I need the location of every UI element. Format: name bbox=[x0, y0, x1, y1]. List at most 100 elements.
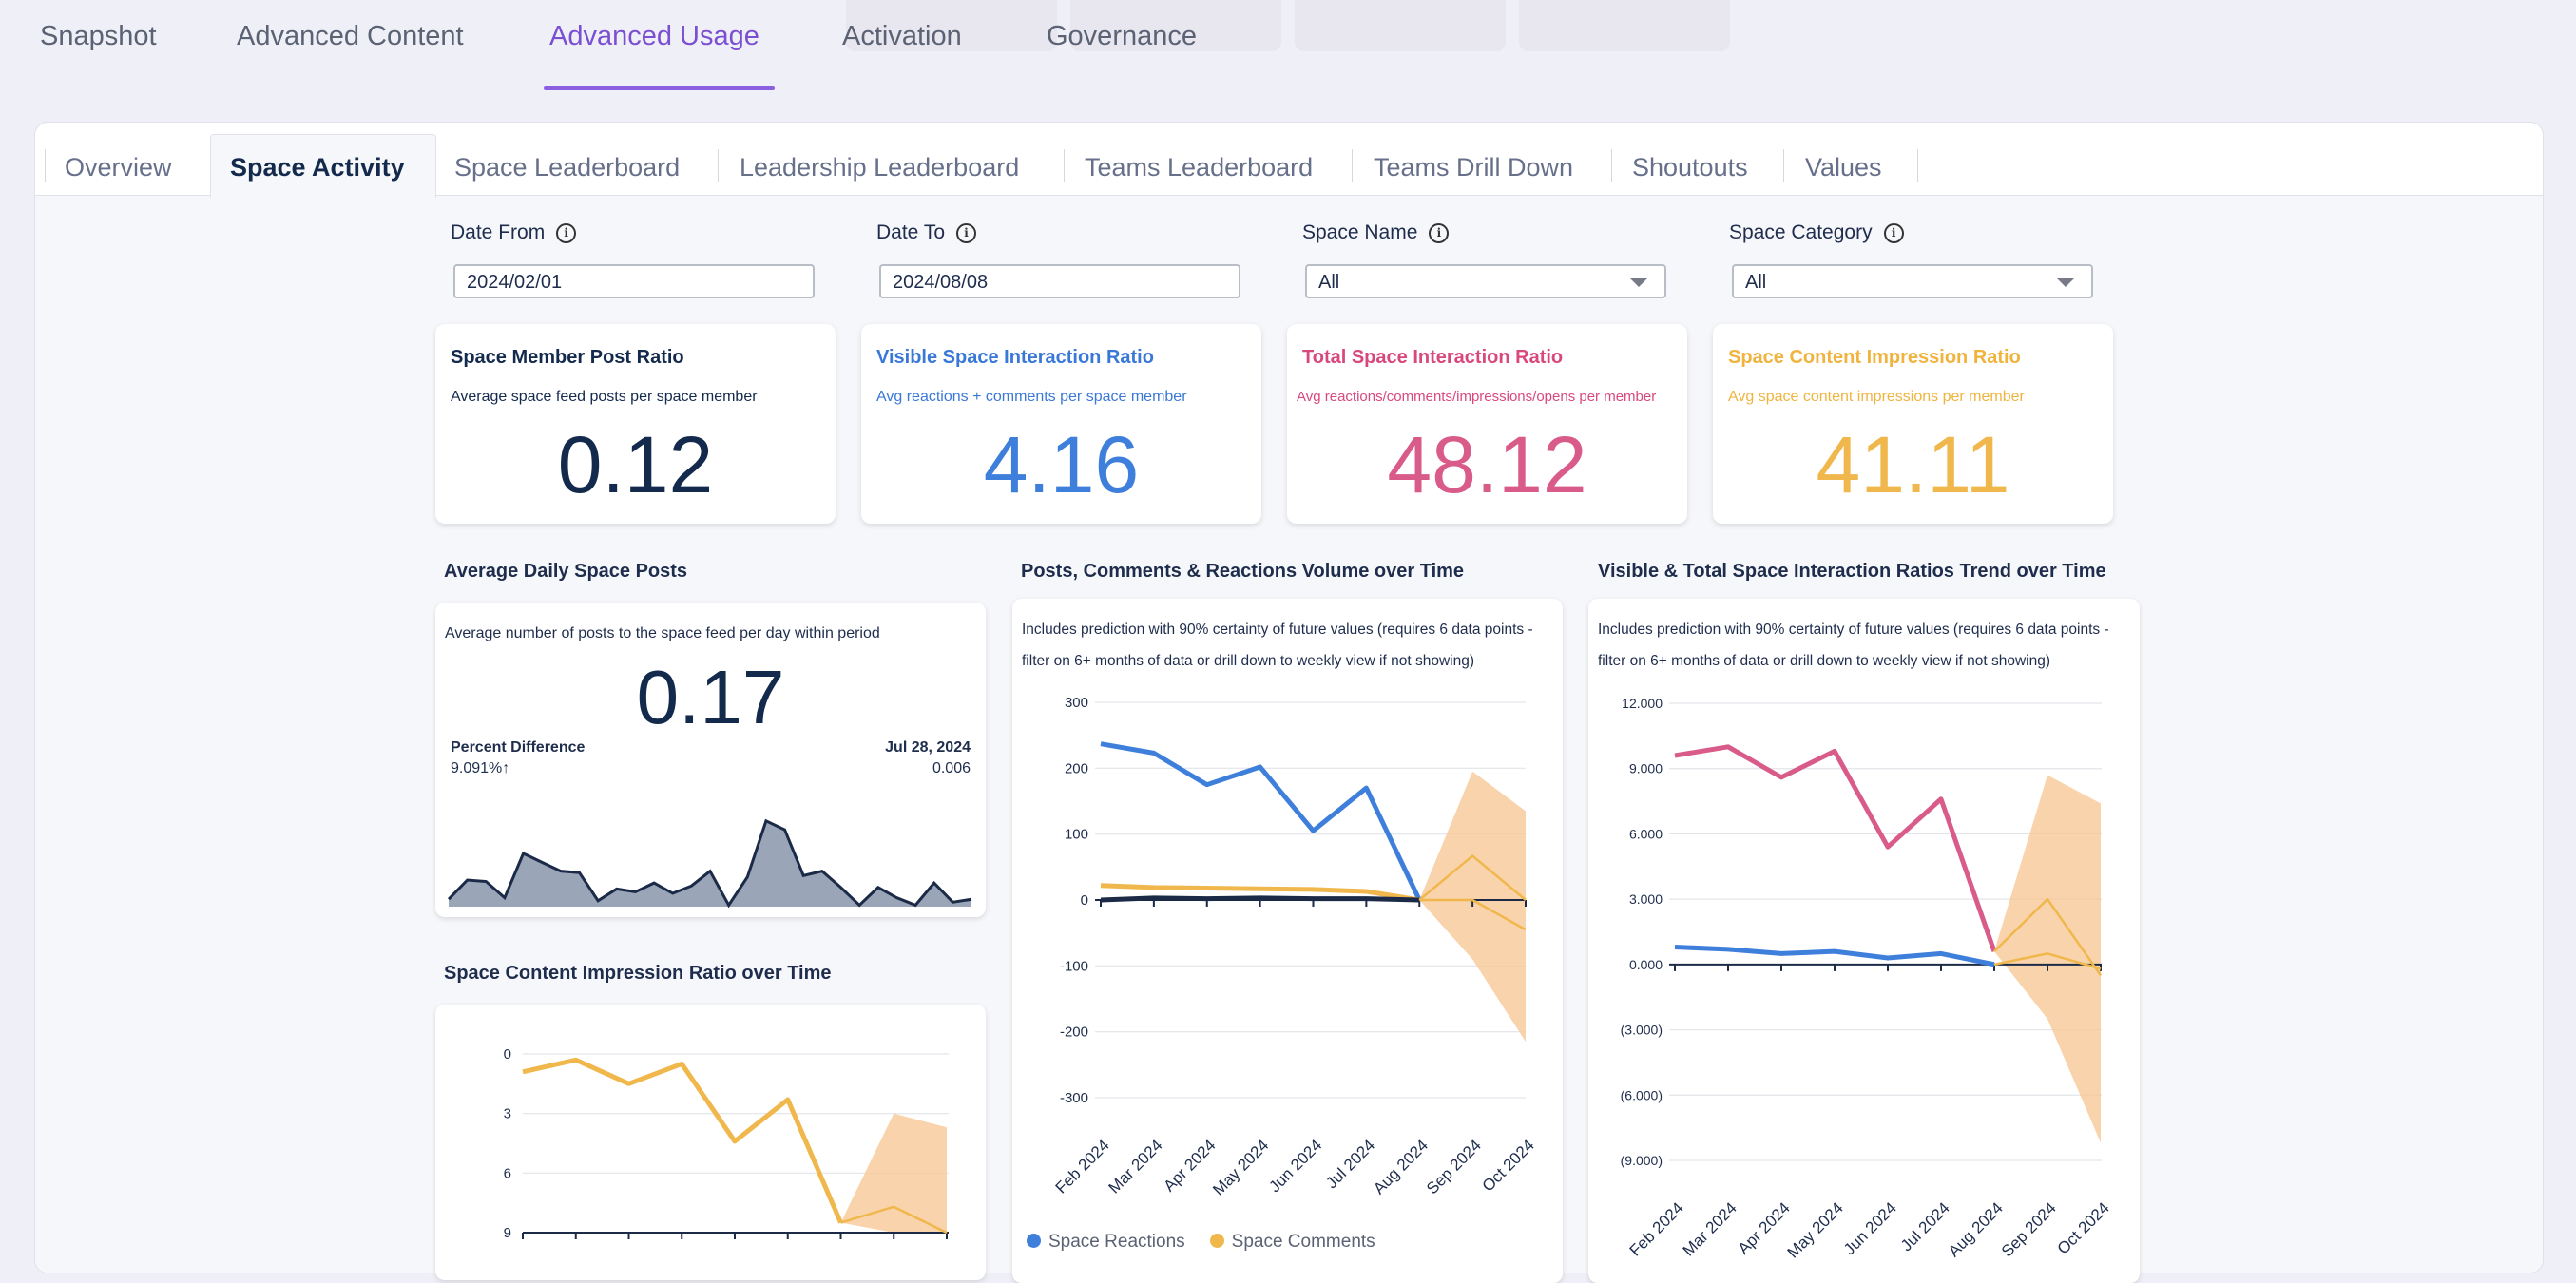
x-tick-label: Sep 2024 bbox=[1998, 1198, 2060, 1260]
tab-teams-drill-down[interactable]: Teams Drill Down bbox=[1374, 153, 1574, 182]
date-to-input[interactable]: 2024/08/08 bbox=[879, 264, 1240, 298]
sparkline-line bbox=[447, 818, 972, 909]
prediction-band bbox=[1994, 775, 2101, 1143]
series-line-impression-ratio bbox=[522, 1057, 843, 1224]
series-line-visible-prediction bbox=[1993, 952, 2102, 970]
y-tick-label: (3.000) bbox=[1621, 1023, 1663, 1038]
tab-separator bbox=[1611, 149, 1612, 182]
volume-chart-title: Posts, Comments & Reactions Volume over … bbox=[1021, 561, 1465, 582]
tab-advanced-usage[interactable]: Advanced Usage bbox=[549, 21, 759, 51]
percent-difference-value: 9.091%↑ bbox=[451, 760, 509, 777]
legend-label: Space Reactions bbox=[1048, 1232, 1185, 1252]
prediction-note-line-1: Includes prediction with 90% certainty o… bbox=[1598, 622, 2109, 638]
tab-shoutouts[interactable]: Shoutouts bbox=[1632, 153, 1748, 182]
legend-label: Space Comments bbox=[1231, 1232, 1375, 1252]
y-tick-label: (6.000) bbox=[1621, 1087, 1663, 1102]
tab-teams-leaderboard[interactable]: Teams Leaderboard bbox=[1085, 153, 1314, 182]
series-line-space-reactions bbox=[1100, 741, 1422, 902]
avg-daily-value: 0.17 bbox=[636, 655, 785, 739]
legend-item-reactions[interactable]: Space Reactions bbox=[1027, 1232, 1185, 1253]
x-tick-label: Jun 2024 bbox=[1840, 1198, 1900, 1258]
kpi-subtitle: Average space feed posts per space membe… bbox=[451, 389, 758, 405]
y-tick-label: 6.000 bbox=[1629, 826, 1663, 841]
kpi-title: Space Content Impression Ratio bbox=[1728, 347, 2021, 368]
info-icon[interactable]: i bbox=[956, 222, 976, 243]
tab-space-leaderboard[interactable]: Space Leaderboard bbox=[454, 153, 681, 182]
latest-date-value: 0.006 bbox=[932, 760, 971, 776]
percent-difference-label: Percent Difference bbox=[451, 739, 586, 756]
info-icon[interactable]: i bbox=[1883, 222, 1904, 243]
ratio-trend-card: Includes prediction with 90% certainty o… bbox=[1588, 599, 2140, 1283]
y-tick-label: (9.000) bbox=[1621, 1153, 1663, 1168]
kpi-title: Space Member Post Ratio bbox=[451, 347, 684, 368]
x-tick-label: Feb 2024 bbox=[1052, 1136, 1113, 1197]
tab-separator bbox=[1917, 149, 1918, 182]
series-line-prediction bbox=[840, 1205, 948, 1235]
prediction-note: Includes prediction with 90% certainty o… bbox=[1598, 614, 2109, 677]
kpi-value: 4.16 bbox=[983, 420, 1140, 509]
kpi-title: Visible Space Interaction Ratio bbox=[876, 347, 1154, 368]
y-tick-label: -200 bbox=[1060, 1024, 1088, 1041]
sub-navigation: Overview Space Activity Space Leaderboar… bbox=[35, 123, 2543, 198]
x-tick-label: Feb 2024 bbox=[1626, 1198, 1687, 1259]
y-tick-label: 0 bbox=[504, 1046, 511, 1063]
x-tick-label: Aug 2024 bbox=[1370, 1136, 1432, 1197]
y-tick-label: 9.000 bbox=[1629, 761, 1663, 776]
space-name-label: Space Name i bbox=[1302, 221, 1450, 244]
kpi-title: Total Space Interaction Ratio bbox=[1302, 347, 1564, 368]
tab-governance[interactable]: Governance bbox=[1047, 21, 1197, 51]
date-to-label-text: Date To bbox=[876, 221, 945, 243]
percent-difference-number: 9.091% bbox=[451, 760, 503, 776]
prediction-note-line-2: filter on 6+ months of data or drill dow… bbox=[1598, 653, 2050, 669]
x-tick-label: Oct 2024 bbox=[2054, 1198, 2113, 1257]
series-line-total-prediction bbox=[1993, 897, 2103, 977]
tab-separator bbox=[45, 149, 46, 182]
legend-dot-icon bbox=[1209, 1234, 1224, 1248]
y-tick-label: 3.000 bbox=[1629, 891, 1663, 907]
y-tick-label: 0.000 bbox=[1629, 957, 1663, 972]
date-from-input[interactable]: 2024/02/01 bbox=[453, 264, 815, 298]
tab-space-activity[interactable]: Space Activity bbox=[230, 153, 405, 182]
tab-advanced-content[interactable]: Advanced Content bbox=[237, 21, 464, 51]
ratio-trend-chart: 12.000 9.000 6.000 3.000 0.000 (3.000) (6.000)… bbox=[1621, 696, 2113, 1262]
tab-leadership-leaderboard[interactable]: Leadership Leaderboard bbox=[740, 153, 1020, 182]
space-category-select[interactable]: All bbox=[1732, 264, 2093, 298]
space-name-label-text: Space Name bbox=[1302, 221, 1418, 243]
latest-date-label: Jul 28, 2024 bbox=[885, 739, 971, 756]
arrow-up-icon: ↑ bbox=[502, 760, 510, 776]
kpi-subtitle: Avg reactions + comments per space membe… bbox=[876, 389, 1187, 405]
tab-activation[interactable]: Activation bbox=[842, 21, 962, 51]
sparkline-chart bbox=[447, 818, 972, 909]
date-from-label-text: Date From bbox=[451, 221, 546, 243]
volume-chart-card: Includes prediction with 90% certainty o… bbox=[1012, 599, 1563, 1283]
legend-item-comments[interactable]: Space Comments bbox=[1209, 1232, 1375, 1253]
kpi-card-visible-interaction-ratio: Visible Space Interaction Ratio Avg reac… bbox=[861, 324, 1261, 524]
tab-snapshot[interactable]: Snapshot bbox=[40, 21, 157, 51]
kpi-subtitle: Avg reactions/comments/impressions/opens… bbox=[1297, 389, 1657, 405]
space-category-value: All bbox=[1745, 272, 1767, 293]
tab-separator bbox=[718, 149, 719, 182]
x-tick-label: Jun 2024 bbox=[1265, 1136, 1325, 1196]
space-category-label-text: Space Category bbox=[1729, 221, 1873, 243]
ratio-trend-title: Visible & Total Space Interaction Ratios… bbox=[1598, 561, 2106, 582]
tab-values[interactable]: Values bbox=[1805, 153, 1882, 182]
y-tick-label: 300 bbox=[1065, 695, 1088, 711]
prediction-note: Includes prediction with 90% certainty o… bbox=[1022, 614, 1533, 677]
y-tick-label: 0 bbox=[1081, 892, 1088, 909]
date-to-label: Date To i bbox=[876, 221, 976, 244]
series-line-visible-space-interaction-ratio bbox=[1674, 945, 1995, 967]
chart-legend: Space Reactions Space Comments bbox=[1027, 1232, 1375, 1253]
tab-overview[interactable]: Overview bbox=[65, 153, 172, 182]
tab-separator bbox=[1783, 149, 1784, 182]
x-tick-label: Oct 2024 bbox=[1479, 1136, 1538, 1195]
space-name-select[interactable]: All bbox=[1305, 264, 1666, 298]
tab-separator bbox=[1352, 149, 1353, 182]
info-icon[interactable]: i bbox=[556, 222, 577, 243]
top-navigation: Snapshot Advanced Content Advanced Usage… bbox=[0, 0, 2576, 95]
y-tick-label: 3 bbox=[504, 1106, 511, 1122]
prediction-note-line-2: filter on 6+ months of data or drill dow… bbox=[1022, 653, 1474, 669]
info-icon[interactable]: i bbox=[1429, 222, 1450, 243]
chevron-down-icon bbox=[1630, 278, 1647, 287]
y-tick-label: 6 bbox=[504, 1165, 511, 1181]
